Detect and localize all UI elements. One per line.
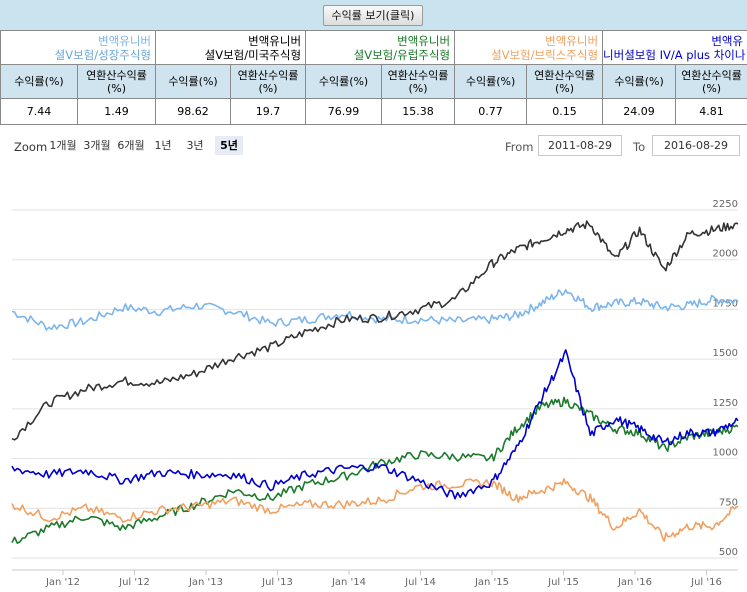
annualized-col-header: 연환산수익률 (%) bbox=[76, 64, 157, 99]
x-tick-label: Jan '16 bbox=[617, 577, 652, 588]
annualized-col-header: 연환산수익률 (%) bbox=[675, 64, 747, 99]
annualized-col-header: 연환산수익률 (%) bbox=[230, 64, 307, 99]
from-date-input[interactable]: 2011-08-29 bbox=[538, 135, 622, 156]
from-label: From bbox=[505, 140, 534, 154]
annualized-header-line1: 연환산수익률 bbox=[681, 68, 742, 82]
to-date-input[interactable]: 2016-08-29 bbox=[652, 135, 740, 156]
returns-table: 변액유니버 셜V보험/성장주식형 변액유니버 셜V보험/미국주식형 변액유니버 셜V보험/… bbox=[0, 30, 747, 125]
series-line-0 bbox=[11, 288, 739, 331]
fund-name-cell: 변액유니버 셜V보험/브릭스주식형 bbox=[454, 30, 604, 65]
return-col-header: 수익률(%) bbox=[0, 64, 78, 99]
fund-name-line2: 니버셜보험 IV/A plus 차이나 bbox=[603, 47, 746, 62]
line-chart: 500 750 1000 1250 1500 1750 2000 2250 Jan '12 Jul… bbox=[11, 199, 739, 588]
x-tick-label: Jul '15 bbox=[547, 577, 579, 588]
toggle-returns-button[interactable]: 수익률 보기(클릭) bbox=[323, 5, 423, 26]
x-tick-label: Jul '13 bbox=[261, 577, 293, 588]
fund-name-row: 변액유니버 셜V보험/성장주식형 변액유니버 셜V보험/미국주식형 변액유니버 셜V보험/… bbox=[0, 30, 747, 65]
return-value: 76.99 bbox=[305, 98, 383, 125]
y-tick-label: 1500 bbox=[713, 348, 738, 359]
y-tick-label: 2250 bbox=[713, 199, 738, 210]
annualized-header-line2: (%) bbox=[702, 81, 722, 95]
y-tick-label: 1750 bbox=[713, 298, 738, 309]
annualized-header-line2: (%) bbox=[258, 81, 278, 95]
annualized-col-header: 연환산수익률 (%) bbox=[526, 64, 604, 99]
zoom-toolbar: Zoom 1개월 3개월 6개월 1년 3년 5년 From 2011-08-2… bbox=[0, 135, 747, 161]
column-header-row: 수익률(%) 연환산수익률 (%) 수익률(%) 연환산수익률 (%) 수익률(%) 연환산수… bbox=[0, 64, 747, 99]
fund-name-line1: 변액유니버 bbox=[98, 33, 152, 48]
fund-name-line1: 변액유니버 bbox=[248, 33, 302, 48]
zoom-3m-button[interactable]: 3개월 bbox=[83, 139, 111, 152]
return-col-header: 수익률(%) bbox=[155, 64, 232, 99]
x-tick-label: Jul '16 bbox=[690, 577, 722, 588]
annualized-header-line1: 연환산수익률 bbox=[237, 68, 299, 82]
value-row: 7.44 1.49 98.62 19.7 76.99 15.38 0.77 0.15 24.09… bbox=[0, 98, 747, 125]
fund-name-line1: 변액유니버 bbox=[545, 33, 599, 48]
series-line-3 bbox=[11, 478, 739, 542]
return-col-header: 수익률(%) bbox=[454, 64, 528, 99]
annualized-header-line2: (%) bbox=[106, 81, 127, 95]
return-col-header: 수익률(%) bbox=[602, 64, 677, 99]
to-label: To bbox=[633, 140, 646, 154]
fund-name-cell: 변액유니버 셜V보험/성장주식형 bbox=[0, 30, 157, 65]
fund-name-cell: 변액유니버 셜V보험/유럽주식형 bbox=[305, 30, 456, 65]
annualized-value: 0.15 bbox=[526, 98, 604, 125]
x-tick-label: Jul '12 bbox=[118, 577, 150, 588]
x-tick-label: Jan '12 bbox=[45, 577, 80, 588]
y-tick-label: 1250 bbox=[713, 398, 738, 409]
series-line-1 bbox=[11, 220, 739, 441]
return-value: 7.44 bbox=[0, 98, 78, 125]
fund-name-line2: 셜V보험/유럽주식형 bbox=[353, 47, 451, 62]
y-tick-label: 1000 bbox=[713, 448, 738, 459]
x-tick-label: Jan '14 bbox=[331, 577, 366, 588]
annualized-header-line1: 연환산수익률 bbox=[86, 68, 147, 82]
return-value: 24.09 bbox=[602, 98, 677, 125]
annualized-value: 19.7 bbox=[230, 98, 307, 125]
series-line-2 bbox=[11, 396, 739, 544]
annualized-value: 4.81 bbox=[675, 98, 747, 125]
annualized-header-line1: 연환산수익률 bbox=[534, 68, 595, 82]
zoom-1y-button[interactable]: 1년 bbox=[154, 139, 172, 152]
annualized-col-header: 연환산수익률 (%) bbox=[381, 64, 456, 99]
fund-name-line2: 셜V보험/브릭스주식형 bbox=[491, 47, 599, 62]
annualized-value: 15.38 bbox=[381, 98, 456, 125]
x-tick-label: Jul '14 bbox=[404, 577, 436, 588]
series-line-4 bbox=[11, 349, 739, 500]
return-col-header: 수익률(%) bbox=[305, 64, 383, 99]
fund-name-line1: 변액유니버 bbox=[397, 33, 451, 48]
header-bar: 수익률 보기(클릭) bbox=[0, 0, 747, 31]
fund-name-cell: 변액유 니버셜보험 IV/A plus 차이나 bbox=[602, 30, 747, 65]
fund-name-line2: 셜V보험/성장주식형 bbox=[54, 47, 152, 62]
return-value: 0.77 bbox=[454, 98, 528, 125]
fund-name-cell: 변액유니버 셜V보험/미국주식형 bbox=[155, 30, 307, 65]
y-tick-label: 750 bbox=[719, 497, 738, 508]
return-value: 98.62 bbox=[155, 98, 232, 125]
zoom-1m-button[interactable]: 1개월 bbox=[49, 139, 77, 152]
x-tick-label: Jan '15 bbox=[474, 577, 509, 588]
zoom-5y-button[interactable]: 5년 bbox=[215, 136, 243, 155]
annualized-header-line2: (%) bbox=[555, 81, 575, 95]
zoom-6m-button[interactable]: 6개월 bbox=[117, 139, 145, 152]
annualized-header-line2: (%) bbox=[408, 81, 428, 95]
y-tick-label: 2000 bbox=[713, 249, 738, 260]
annualized-header-line1: 연환산수익률 bbox=[387, 68, 449, 82]
annualized-value: 1.49 bbox=[76, 98, 157, 125]
zoom-label: Zoom bbox=[14, 140, 48, 154]
zoom-3y-button[interactable]: 3년 bbox=[186, 139, 204, 152]
fund-name-line2: 셜V보험/미국주식형 bbox=[204, 47, 302, 62]
y-tick-label: 500 bbox=[719, 547, 738, 558]
x-tick-label: Jan '13 bbox=[188, 577, 223, 588]
fund-name-line1: 변액유 bbox=[711, 33, 744, 48]
